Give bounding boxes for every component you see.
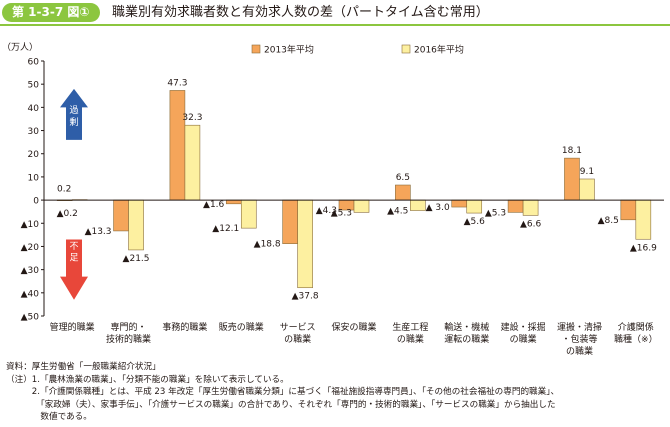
y-tick-label: 0 [33,197,39,207]
category-label: 運搬・清掃 [557,321,602,333]
bar [395,184,411,201]
data-label: ▲16.9 [630,243,657,253]
category-label: ・包装等 [561,333,597,345]
bar [184,124,201,201]
bar [635,199,652,240]
legend-swatch [401,44,411,54]
legend-label: 2013年平均 [264,44,314,56]
category-label: 運転の職業 [444,333,489,345]
note-2-line-2: 「家政婦（夫）、家事手伝」、「介護サービスの職業」の合計であり、それぞれ「専門的… [6,399,556,410]
surplus-arrow [60,88,88,140]
category-label: サービス [280,322,316,333]
data-label: ▲12.1 [212,224,239,234]
y-tick-label: ▲40 [21,289,40,299]
bar [579,178,595,201]
source-note: 資料：厚生労働省「一般職業紹介状況」 [6,362,161,372]
data-label: ▲8.5 [598,216,619,226]
data-label: ▲21.5 [123,254,150,264]
category-label: 職種（※） [614,334,658,345]
category-label: 管理的職業 [50,321,95,333]
data-label: 6.5 [396,173,410,183]
figure-header: 第 1-3-7 図① 職業別有効求職者数と有効求人数の差（パートタイム含む常用） [0,0,670,26]
category-label: の職業 [510,333,537,345]
data-label: 32.3 [182,113,202,123]
data-label: ▲18.8 [254,240,281,250]
data-label: 0.2 [57,185,71,195]
note-2-line-1: 2.「介護関係職種」とは、平成 23 年改定「厚生労働省職業分類」に基づく「福祉… [6,387,560,398]
data-label: ▲4.5 [387,207,408,217]
category-label: 介護関係 [618,321,654,333]
y-tick-label: ▲50 [21,313,40,323]
legend-swatch [251,44,261,54]
figure-title: 職業別有効求職者数と有効求人数の差（パートタイム含む常用） [112,5,489,20]
data-label: ▲5.3 [485,208,506,218]
bar [297,199,313,289]
y-tick-label: ▲20 [21,243,40,253]
shortage-arrow [60,239,88,300]
data-label: 47.3 [167,78,187,88]
category-label: 販売の職業 [219,321,264,333]
bar [240,199,257,229]
bar [451,199,468,208]
bar-chart: （万人） 60 50 40 30 20 10 0 ▲10 ▲20 ▲30 ▲40 ▲50 2013年平均 2… [2,42,664,357]
header-rule [0,24,670,26]
data-label: ▲1.6 [203,200,225,210]
bar [128,199,144,251]
category-label: 輸送・機械 [444,321,489,333]
y-tick-label: ▲30 [21,266,40,276]
category-label: 保安の職業 [331,321,376,333]
category-label: 専門的・ [111,321,147,333]
unit-label: （万人） [2,42,38,53]
surplus-label-2: 剰 [69,116,78,128]
note-1: （注）1.「農林漁業の職業」、「分類不能の職業」を除いて表示している。 [6,374,289,385]
bar [169,90,186,201]
data-label: ▲5.6 [464,217,486,227]
bar [282,199,298,244]
category-label: の職業 [566,345,593,357]
footnotes: 資料：厚生労働省「一般職業紹介状況」 （注）1.「農林漁業の職業」、「分類不能の… [6,361,559,424]
bar [620,199,637,221]
category-label: の職業 [284,333,311,345]
category-label: 技術的職業 [106,333,151,345]
data-label: ▲4.3 [316,206,337,216]
data-label: ▲0.2 [57,209,78,219]
data-label: 9.1 [580,167,594,177]
bar [564,157,580,201]
legend-label: 2016年平均 [414,44,464,56]
y-tick-label: 50 [28,81,40,91]
surplus-label-1: 過 [69,105,78,116]
bar [225,199,242,205]
y-tick-label: 10 [28,173,40,183]
category-label: 事務的職業 [162,321,207,333]
bar [507,199,524,213]
bar [113,199,129,232]
data-label: ▲6.6 [520,219,542,229]
y-tick-label: 30 [28,127,40,137]
bar [466,199,483,214]
y-tick-label: 60 [28,58,40,68]
note-2-line-3: 数値である。 [6,412,92,423]
bar [522,199,539,216]
bar [353,199,370,213]
figure-number-badge: 第 1-3-7 図① [2,3,100,22]
data-label: 18.1 [562,146,582,156]
y-tick-label: 40 [28,104,40,114]
category-label: 生産工程 [392,321,428,333]
y-tick-label: ▲10 [21,220,40,230]
category-label: 建設・採掘 [501,321,546,333]
data-label: ▲37.8 [292,292,319,302]
data-label: ▲5.3 [331,208,352,218]
data-label: ▲ 3.0 [426,203,450,213]
data-label: ▲13.3 [85,227,112,237]
y-tick-label: 20 [28,150,40,160]
bar [410,199,426,211]
shortage-label-1: 不 [69,241,78,252]
category-label: の職業 [397,333,424,345]
shortage-label-2: 足 [69,252,78,263]
